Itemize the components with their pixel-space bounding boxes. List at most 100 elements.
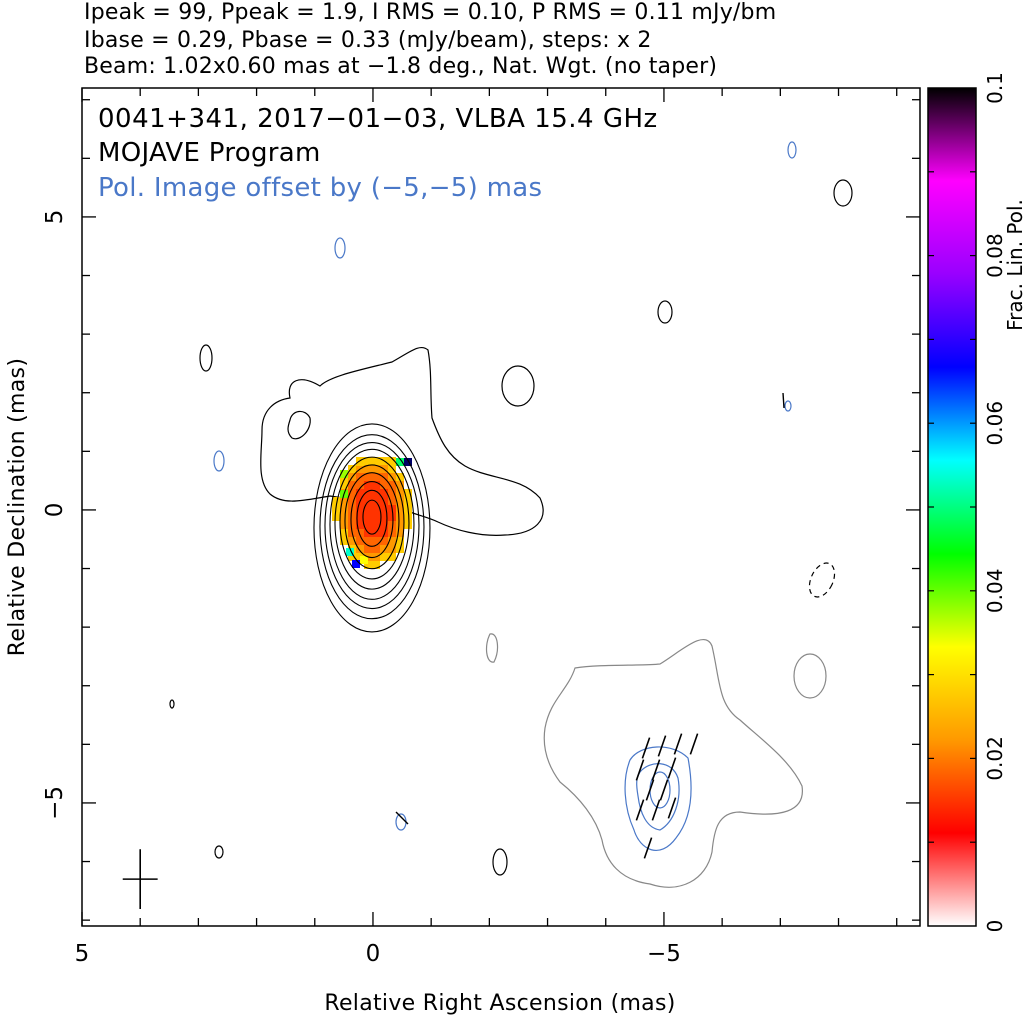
annotation-pol-offset: Pol. Image offset by (−5,−5) mas: [98, 173, 542, 203]
heatmap-cell: [404, 497, 412, 505]
heatmap-cell: [340, 497, 348, 505]
intensity-outer-contour: [260, 346, 544, 536]
heatmap-edge-cell: [352, 560, 360, 568]
heatmap-cell: [364, 513, 372, 521]
heatmap-cell: [356, 521, 364, 529]
heatmap-cell: [404, 513, 412, 521]
heatmap-cell: [332, 497, 340, 505]
heatmap-cell: [364, 481, 372, 489]
intensity-core-contour: [313, 423, 431, 633]
heatmap-cell: [396, 497, 404, 505]
heatmap-cell: [340, 529, 348, 537]
y-tick-label: 5: [42, 210, 68, 225]
evpa-vector: [641, 737, 651, 759]
heatmap-cell: [388, 521, 396, 529]
heatmap-cell: [372, 473, 380, 481]
heatmap-cell: [364, 465, 372, 473]
pol-contour: [624, 746, 692, 851]
noise-contour: [833, 179, 853, 207]
heatmap-cell: [388, 545, 396, 553]
pol-noise-contour: [784, 400, 792, 412]
heatmap-cell: [340, 537, 348, 545]
heatmap-cell: [340, 505, 348, 513]
heatmap-cell: [340, 513, 348, 521]
heatmap-cell: [348, 537, 356, 545]
heatmap-cell: [396, 513, 404, 521]
heatmap-cell: [332, 513, 340, 521]
pol-contour: [636, 763, 680, 831]
evpa-vector: [395, 811, 409, 825]
heatmap-cell: [364, 537, 372, 545]
evpa-vector: [673, 733, 683, 755]
heatmap-cell: [372, 457, 380, 465]
y-tick-label: 0: [42, 503, 68, 518]
heatmap-cell: [388, 457, 396, 465]
x-tick-label: 0: [366, 941, 381, 967]
evpa-vector: [635, 799, 645, 821]
heatmap-cell: [348, 553, 356, 561]
intensity-core-contour: [344, 472, 400, 570]
colorbar-tick-label: 0: [983, 920, 1007, 933]
evpa-vector: [635, 759, 645, 781]
intensity-core-contour: [329, 448, 415, 600]
evpa-vector: [659, 779, 669, 801]
header-line-1: Ipeak = 99, Ppeak = 1.9, I RMS = 0.10, P…: [84, 0, 777, 25]
heatmap-cell: [388, 465, 396, 473]
colorbar-tick-label: 0.04: [983, 569, 1007, 614]
heatmap-cell: [364, 505, 372, 513]
noise-contour: [657, 300, 673, 324]
y-tick-label: −5: [42, 786, 68, 820]
heatmap-cell: [372, 521, 380, 529]
intensity-core-contour: [356, 489, 388, 547]
noise-contour: [492, 848, 508, 876]
evpa-vector: [657, 735, 667, 757]
heatmap-cell: [372, 513, 380, 521]
heatmap-cell: [364, 521, 372, 529]
heatmap-cell: [348, 497, 356, 505]
x-tick-label: 5: [75, 941, 90, 967]
heatmap-cell: [380, 513, 388, 521]
heatmap-cell: [372, 465, 380, 473]
heatmap-cell: [348, 513, 356, 521]
intensity-core-contour: [350, 480, 394, 559]
heatmap-cell: [356, 529, 364, 537]
pol-noise-contour: [485, 633, 499, 663]
intensity-core-contour: [339, 464, 405, 580]
x-tick-label: −5: [647, 941, 681, 967]
heatmap-edge-cell: [404, 520, 412, 528]
heatmap-edge-cell: [396, 458, 404, 466]
pol-noise-contour: [213, 450, 225, 472]
colorbar-tick-label: 0.02: [983, 736, 1007, 781]
heatmap-cell: [388, 537, 396, 545]
heatmap-cell: [356, 545, 364, 553]
heatmap-edge-cell: [360, 556, 368, 564]
y-axis-label: Relative Declination (mas): [5, 358, 30, 656]
heatmap-edge-cell: [346, 548, 354, 556]
heatmap-cell: [364, 489, 372, 497]
intensity-core-contour: [324, 441, 420, 610]
evpa-vector: [689, 733, 699, 755]
heatmap-cell: [388, 513, 396, 521]
annotation-program: MOJAVE Program: [98, 138, 321, 168]
evpa-vector: [645, 779, 655, 801]
heatmap-cell: [396, 529, 404, 537]
heatmap-cell: [380, 545, 388, 553]
pol-noise-contour: [334, 237, 346, 259]
pol-noise-contour: [787, 141, 797, 159]
heatmap-cell: [348, 521, 356, 529]
heatmap-edge-cell: [404, 458, 412, 466]
core-pol-heatmap: [332, 457, 412, 569]
noise-contour: [199, 344, 213, 372]
heatmap-cell: [372, 505, 380, 513]
annotation-source: 0041+341, 2017−01−03, VLBA 15.4 GHz: [98, 104, 658, 134]
heatmap-cell: [380, 537, 388, 545]
heatmap-cell: [372, 489, 380, 497]
noise-contour: [501, 365, 535, 407]
heatmap-cell: [380, 481, 388, 489]
heatmap-cell: [356, 481, 364, 489]
heatmap-edge-cell: [340, 470, 348, 478]
heatmap-cell: [356, 513, 364, 521]
evpa-vector: [643, 837, 653, 859]
heatmap-cell: [380, 553, 388, 561]
heatmap-cell: [356, 505, 364, 513]
